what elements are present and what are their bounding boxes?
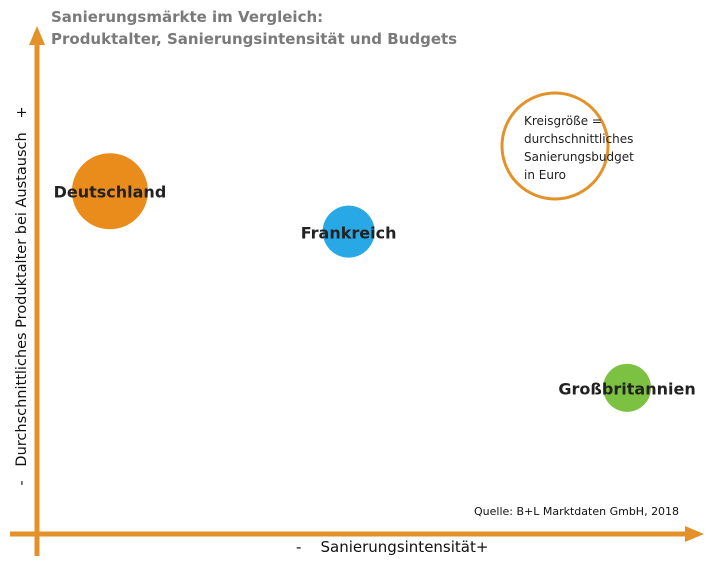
bubble-großbritannien xyxy=(603,363,652,412)
source-note: Quelle: B+L Marktdaten GmbH, 2018 xyxy=(474,505,680,518)
bubble-label: Frankreich xyxy=(300,223,397,243)
y-axis-arrow xyxy=(29,26,45,45)
x-axis-arrow xyxy=(685,526,704,542)
x-minus: - xyxy=(296,538,302,556)
chart-title: Sanierungsmärkte im Vergleich: xyxy=(51,8,324,26)
bubble-label: Deutschland xyxy=(53,182,167,202)
y-plus: + xyxy=(14,106,30,119)
y-label-text: Durchschnittliches Produktalter bei Aust… xyxy=(14,132,30,467)
legend-line: durchschnittliches xyxy=(524,132,634,146)
x-axis-label: - Sanierungsintensität+ xyxy=(296,538,488,556)
legend-line: Sanierungsbudget xyxy=(524,150,634,164)
y-axis-label: - Durchschnittliches Produktalter bei Au… xyxy=(14,106,30,485)
x-label-text: Sanierungsintensität xyxy=(320,538,476,556)
legend-circle xyxy=(500,91,610,201)
y-minus: - xyxy=(14,480,30,486)
bubble-label: Großbritannien xyxy=(558,379,696,399)
x-plus: + xyxy=(475,538,489,556)
legend-text: Kreisgröße = durchschnittliches Sanierun… xyxy=(524,112,634,184)
bubble-deutschland xyxy=(71,153,148,230)
bubble-frankreich xyxy=(322,205,375,258)
chart-subtitle: Produktalter, Sanierungsintensität und B… xyxy=(51,30,458,48)
legend-line: in Euro xyxy=(524,168,566,182)
legend-line: Kreisgröße = xyxy=(524,114,602,128)
